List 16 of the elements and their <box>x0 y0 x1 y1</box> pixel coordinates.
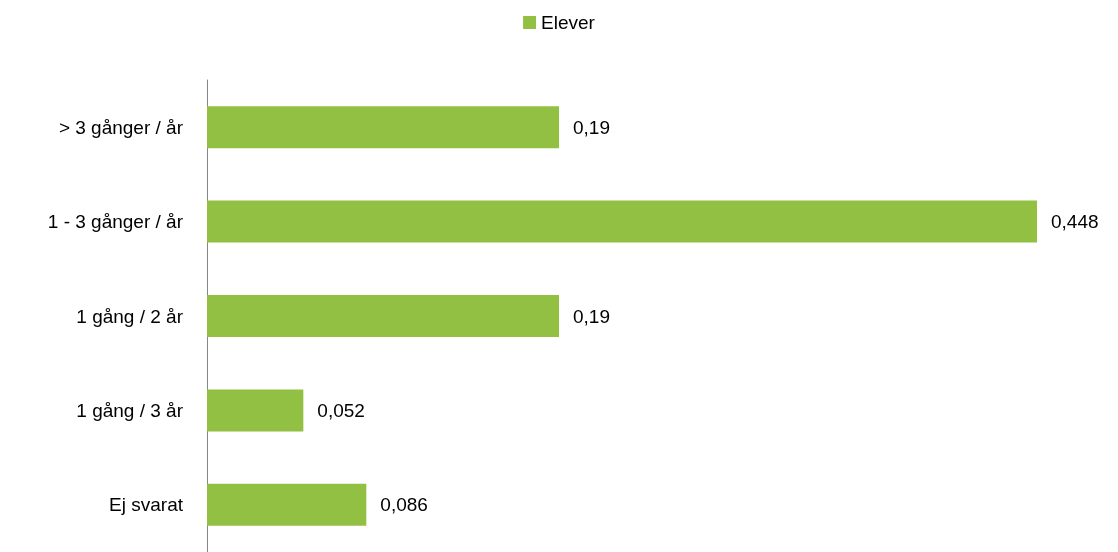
bar <box>207 200 1037 243</box>
y-tick-label: 1 gång / 3 år <box>76 399 184 421</box>
legend-label: Elever <box>541 12 596 33</box>
bar <box>207 389 304 432</box>
data-label: 0,052 <box>317 399 365 421</box>
bar <box>207 295 560 337</box>
bar <box>207 483 367 526</box>
y-tick-label: Ej svarat <box>109 494 184 516</box>
data-label: 0,086 <box>380 494 428 516</box>
y-tick-label: > 3 gånger / år <box>58 116 184 138</box>
y-tick-label: 1 - 3 gånger / år <box>47 211 184 233</box>
data-label: 0,448 <box>1051 211 1099 233</box>
y-tick-label: 1 gång / 2 år <box>76 305 184 327</box>
bar <box>207 106 560 149</box>
data-label: 0,19 <box>573 305 610 327</box>
data-label: 0,19 <box>573 116 610 138</box>
